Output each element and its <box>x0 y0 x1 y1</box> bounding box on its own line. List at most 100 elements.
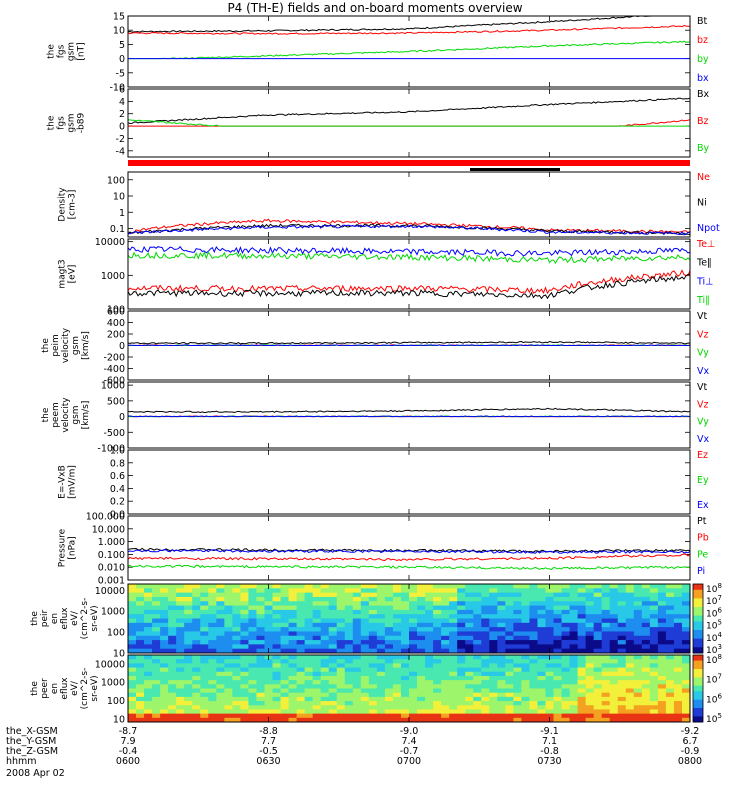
heatmap-cell <box>328 618 338 624</box>
heatmap-cell <box>561 631 570 637</box>
heatmap-cell <box>513 584 522 589</box>
heatmap-cell <box>481 601 490 606</box>
heatmap-cell <box>673 680 683 685</box>
heatmap-cell <box>449 717 458 723</box>
heatmap-cell <box>561 605 570 611</box>
heatmap-cell <box>160 717 169 723</box>
y-tick-label: -600 <box>103 376 125 387</box>
heatmap-cell <box>200 709 209 715</box>
heatmap-cell <box>625 717 635 723</box>
heatmap-cell <box>400 692 410 698</box>
series-line-Vt <box>128 340 690 345</box>
heatmap-cell <box>657 592 667 598</box>
heatmap-cell <box>473 684 482 689</box>
heatmap-cell <box>264 688 273 694</box>
heatmap-cell <box>296 705 306 710</box>
heatmap-cell <box>409 609 418 615</box>
heatmap-cell <box>216 596 225 602</box>
heatmap-cell <box>593 627 603 632</box>
heatmap-cell <box>617 667 627 673</box>
heatmap-cell <box>537 659 546 664</box>
heatmap-cell <box>681 667 691 673</box>
heatmap-cell <box>352 684 362 689</box>
heatmap-cell <box>433 688 442 694</box>
heatmap-cell <box>304 717 314 723</box>
heatmap-cell <box>288 655 297 660</box>
heatmap-cell <box>392 688 402 694</box>
heatmap-cell <box>144 618 153 624</box>
heatmap-cell <box>641 655 651 660</box>
heatmap-cell <box>400 627 410 632</box>
heatmap-cell <box>256 622 265 628</box>
legend-Pi: Pi <box>697 566 705 577</box>
heatmap-cell <box>144 622 153 628</box>
heatmap-cell <box>400 684 410 689</box>
heatmap-cell <box>673 627 683 632</box>
heatmap-cell <box>425 596 434 602</box>
heatmap-cell <box>649 614 659 619</box>
heatmap-cell <box>521 631 530 637</box>
heatmap-cell <box>296 640 306 645</box>
heatmap-cell <box>553 684 562 689</box>
heatmap-cell <box>328 588 338 594</box>
heatmap-cell <box>657 659 667 664</box>
heatmap-cell <box>168 584 177 589</box>
heatmap-cell <box>208 705 217 710</box>
heatmap-cell <box>256 627 265 632</box>
heatmap-cell <box>304 680 314 685</box>
heatmap-cell <box>465 675 474 681</box>
ephemeris-row-label: the_Z-GSM <box>6 746 58 757</box>
heatmap-cell <box>264 667 273 673</box>
heatmap-cell <box>497 675 506 681</box>
heatmap-cell <box>152 713 161 719</box>
heatmap-cell <box>208 680 217 685</box>
heatmap-cell <box>224 701 233 706</box>
heatmap-cell <box>160 627 169 632</box>
heatmap-cell <box>673 655 683 660</box>
heatmap-cell <box>320 684 330 689</box>
series-line-Bx <box>128 97 690 125</box>
heatmap-cell <box>473 671 482 677</box>
heatmap-cell <box>400 640 410 645</box>
heatmap-cell <box>312 640 322 645</box>
heatmap-cell <box>240 640 249 645</box>
y-tick-label: 100 <box>107 175 125 186</box>
heatmap-cell <box>176 692 185 698</box>
heatmap-cell <box>240 684 249 689</box>
heatmap-cell <box>160 592 169 598</box>
heatmap-cell <box>216 680 225 685</box>
heatmap-cell <box>649 717 659 723</box>
legend-Ey: Ey <box>697 475 709 486</box>
y-tick-label: -2 <box>116 134 125 145</box>
heatmap-cell <box>384 667 394 673</box>
heatmap-cell <box>481 609 490 615</box>
heatmap-cell <box>641 596 651 602</box>
heatmap-cell <box>409 614 418 619</box>
heatmap-cell <box>184 655 193 660</box>
heatmap-cell <box>641 688 651 694</box>
heatmap-cell <box>400 648 410 654</box>
ephemeris-value: 0630 <box>256 756 280 767</box>
heatmap-cell <box>577 596 587 602</box>
heatmap-cell <box>136 596 145 602</box>
colorbar-tick-exponent: 6 <box>717 692 722 700</box>
heatmap-cell <box>529 663 538 668</box>
heatmap-cell <box>409 588 418 594</box>
heatmap-cell <box>136 618 145 624</box>
heatmap-cell <box>312 614 322 619</box>
heatmap-cell <box>417 592 426 598</box>
colorbar-tick-label: 104 <box>706 631 722 644</box>
heatmap-cell <box>545 680 554 685</box>
heatmap-cell <box>128 588 137 594</box>
heatmap-cell <box>160 688 169 694</box>
heatmap-cell <box>184 644 193 650</box>
heatmap-cell <box>344 622 354 628</box>
heatmap-cell <box>417 667 426 673</box>
heatmap-cell <box>152 609 161 615</box>
heatmap-cell <box>352 709 362 715</box>
heatmap-cell <box>473 609 482 615</box>
colorbar-segment <box>693 612 703 617</box>
heatmap-cell <box>320 584 330 589</box>
heatmap-cell <box>312 655 322 660</box>
heatmap-cell <box>376 635 386 641</box>
